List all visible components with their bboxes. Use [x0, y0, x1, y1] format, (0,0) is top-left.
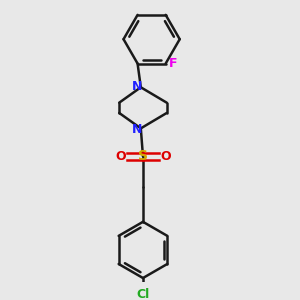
- Text: Cl: Cl: [136, 288, 150, 300]
- Text: N: N: [132, 80, 142, 93]
- Text: N: N: [132, 123, 142, 136]
- Text: F: F: [169, 57, 178, 70]
- Text: O: O: [160, 150, 171, 163]
- Text: S: S: [138, 149, 148, 164]
- Text: O: O: [115, 150, 126, 163]
